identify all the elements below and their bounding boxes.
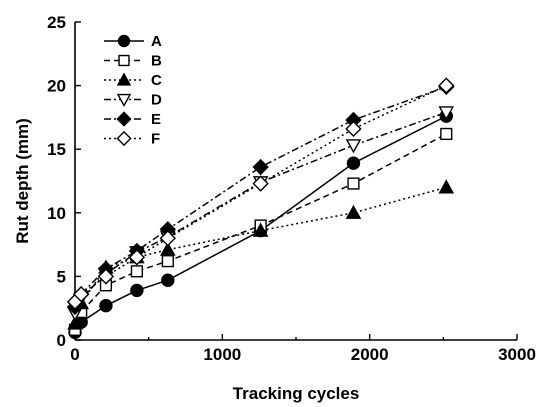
legend-label: D xyxy=(151,92,162,109)
legend-item-f: F xyxy=(104,131,160,148)
x-tick-label: 1000 xyxy=(203,345,241,364)
data-point-a xyxy=(99,298,113,313)
y-axis-title: Rut depth (mm) xyxy=(13,118,32,244)
data-point-d xyxy=(438,106,455,121)
data-point-a xyxy=(161,273,175,287)
legend-marker xyxy=(117,34,131,48)
legend-label: A xyxy=(151,33,162,50)
data-point-a xyxy=(346,156,361,170)
legend-marker xyxy=(118,54,130,67)
series-c xyxy=(67,179,455,330)
data-point-b xyxy=(440,127,453,141)
legend-marker xyxy=(116,111,132,127)
data-point-f xyxy=(159,230,177,247)
data-point-c xyxy=(345,204,362,219)
series-line-f xyxy=(74,84,447,303)
data-point-c xyxy=(160,241,176,256)
data-point-b xyxy=(347,177,360,190)
legend-item-a: A xyxy=(104,33,162,50)
y-tick-label: 10 xyxy=(47,204,66,223)
series-line-d xyxy=(74,111,447,314)
y-tick-label: 0 xyxy=(57,331,66,350)
y-tick-label: 25 xyxy=(47,13,66,32)
data-point-c xyxy=(252,222,269,237)
legend-label: E xyxy=(151,111,161,128)
data-point-f xyxy=(252,175,269,192)
series-f xyxy=(66,77,455,311)
x-axis-title: Tracking cycles xyxy=(233,384,360,403)
legend-label: F xyxy=(151,131,160,148)
data-point-c xyxy=(67,315,83,330)
ticks: 0 1000 2000 3000 0 5 10 15 20 25 xyxy=(47,13,536,364)
data-point-f xyxy=(438,77,455,94)
x-tick-label: 2000 xyxy=(351,345,389,364)
x-tick-label: 3000 xyxy=(498,345,536,364)
legend-marker xyxy=(116,93,132,108)
data-point-c xyxy=(438,179,455,194)
legend-item-d: D xyxy=(104,92,162,109)
data-point-e xyxy=(252,158,269,176)
legend-item-c: C xyxy=(104,72,162,89)
legend-label: B xyxy=(151,53,162,70)
data-point-a xyxy=(130,283,144,298)
data-point-f xyxy=(97,268,115,285)
data-point-d xyxy=(345,139,362,154)
data-point-f xyxy=(72,286,90,303)
y-tick-label: 5 xyxy=(57,267,66,286)
x-tick-label: 0 xyxy=(70,345,79,364)
data-point-b xyxy=(130,265,143,278)
data-point-f xyxy=(128,249,146,266)
y-tick-label: 15 xyxy=(47,140,66,159)
legend-marker xyxy=(116,130,132,147)
legend-label: C xyxy=(151,72,162,89)
y-tick-label: 20 xyxy=(47,77,66,96)
legend-item-b: B xyxy=(104,53,162,70)
legend-marker xyxy=(116,72,132,86)
series-line-e xyxy=(74,86,447,308)
data-point-b xyxy=(161,255,174,268)
series-layer xyxy=(66,77,455,340)
data-point-f xyxy=(345,120,362,138)
legend-item-e: E xyxy=(104,111,161,128)
